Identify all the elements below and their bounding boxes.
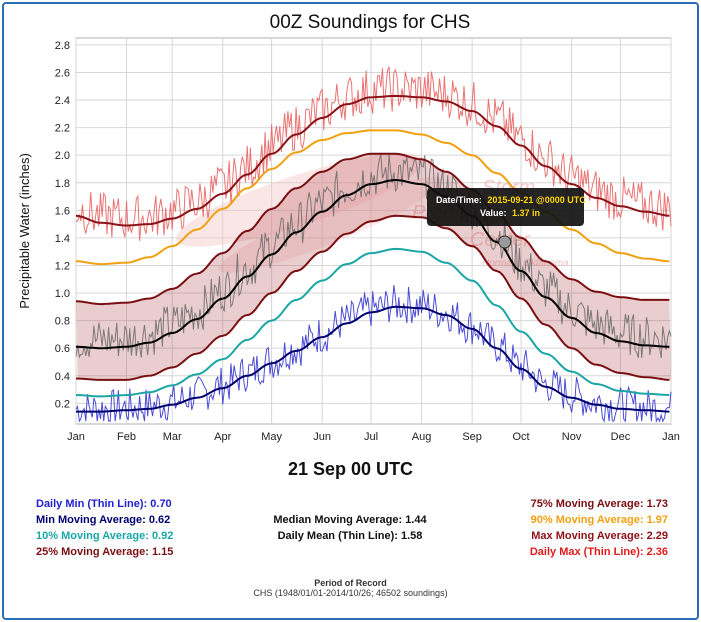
period-heading: Period of Record (314, 578, 387, 588)
x-tick-label: Jan (67, 431, 85, 443)
svg-text:Date/Time: 2015-09-21 @0: Date/Time: 2015-09-21 @0000 UTC (436, 195, 586, 205)
stat-p75-ma: 75% Moving Average: 1.73 (530, 498, 668, 510)
tooltip-marker (498, 235, 512, 249)
y-tick-label: 2.4 (55, 95, 70, 107)
series-max-ma (75, 94, 670, 227)
series-p25-ma (75, 214, 670, 381)
y-tick-label: 0.4 (55, 371, 70, 383)
tooltip-box (427, 188, 584, 226)
summary-title: 21 Sep 00 UTC (287, 459, 414, 479)
x-tick-label: Nov (562, 431, 582, 443)
y-tick-label: 1.2 (55, 260, 70, 272)
stat-daily-max: Daily Max (Thin Line): 2.36 (529, 546, 668, 558)
series-daily-mean (75, 154, 672, 359)
y-tick-label: 0.2 (55, 398, 70, 410)
series-p90-ma (75, 129, 670, 266)
axes: 0.2 0.4 0.6 0.8 1.0 1.2 1.4 1.6 1.8 2.0 2.2 2.4 2.6 2… (55, 40, 680, 443)
tooltip-date-label: Date/Time: (436, 195, 482, 205)
x-tick-label: Aug (412, 431, 432, 443)
y-tick-label: 2.0 (55, 150, 70, 162)
series-p10-ma (76, 247, 670, 398)
x-tick-label: Dec (611, 431, 631, 443)
y-axis-label: Precipitable Water (inches) (17, 153, 32, 309)
stat-p90-ma: 90% Moving Average: 1.97 (530, 514, 668, 526)
y-tick-label: 1.4 (55, 233, 70, 245)
svg-text:Value: 1.37 in: Value: 1.37 in (480, 208, 540, 218)
x-tick-label: Jan (662, 431, 680, 443)
stat-daily-min: Daily Min (Thin Line): 0.70 (36, 498, 172, 510)
y-tick-label: 2.6 (55, 67, 70, 79)
tooltip-date-value: 2015-09-21 @0000 UTC (487, 195, 586, 205)
stats-left: Daily Min (Thin Line): 0.70 Min Moving A… (36, 496, 173, 560)
series-min-ma (76, 305, 670, 413)
period-of-record: Period of Record CHS (1948/01/01-2014/10… (0, 578, 701, 598)
y-tick-label: 2.8 (55, 40, 70, 52)
moving-average-lines (75, 94, 670, 413)
y-tick-label: 0.6 (55, 343, 70, 355)
y-tick-label: 1.8 (55, 178, 70, 190)
stat-max-ma: Max Moving Average: 2.29 (531, 530, 668, 542)
stat-min-ma: Min Moving Average: 0.62 (36, 514, 171, 526)
x-tick-label: Jun (313, 431, 331, 443)
tooltip-value-value: 1.37 in (512, 208, 540, 218)
chart-title: 00Z Soundings for CHS (270, 12, 471, 33)
series-p75-ma (75, 152, 670, 306)
stat-p25-ma: 25% Moving Average: 1.15 (36, 546, 174, 558)
band-fill (76, 153, 671, 380)
y-tick-label: 1.6 (55, 205, 70, 217)
x-tick-label: May (261, 431, 282, 443)
interquartile-band (76, 153, 671, 380)
x-tick-label: Sep (462, 431, 482, 443)
x-tick-label: Apr (214, 431, 231, 443)
x-tick-label: Feb (117, 431, 136, 443)
stat-p10-ma: 10% Moving Average: 0.92 (36, 530, 174, 542)
chart: 00Z Soundings for CHS Storm Prediction C… (17, 12, 680, 443)
tooltip-value-label: Value: (480, 208, 507, 218)
y-tick-label: 0.8 (55, 316, 70, 328)
period-detail: CHS (1948/01/01-2014/10/26; 46502 soundi… (253, 588, 448, 598)
x-tick-label: Jul (364, 431, 378, 443)
x-tick-label: Oct (512, 431, 529, 443)
tooltip: Date/Time: 2015-09-21 @0000 UTC Value: 1… (427, 188, 586, 249)
series-median-ma (75, 178, 670, 350)
stat-daily-mean: Daily Mean (Thin Line): 1.58 (277, 530, 423, 542)
y-tick-label: 1.0 (55, 288, 70, 300)
stats-right: 75% Moving Average: 1.73 90% Moving Aver… (530, 496, 668, 560)
stats-middle: Median Moving Average: 1.44 Daily Mean (… (200, 512, 500, 544)
y-tick-label: 2.2 (55, 123, 70, 135)
stat-median-ma: Median Moving Average: 1.44 (273, 514, 427, 526)
x-tick-label: Mar (163, 431, 182, 443)
